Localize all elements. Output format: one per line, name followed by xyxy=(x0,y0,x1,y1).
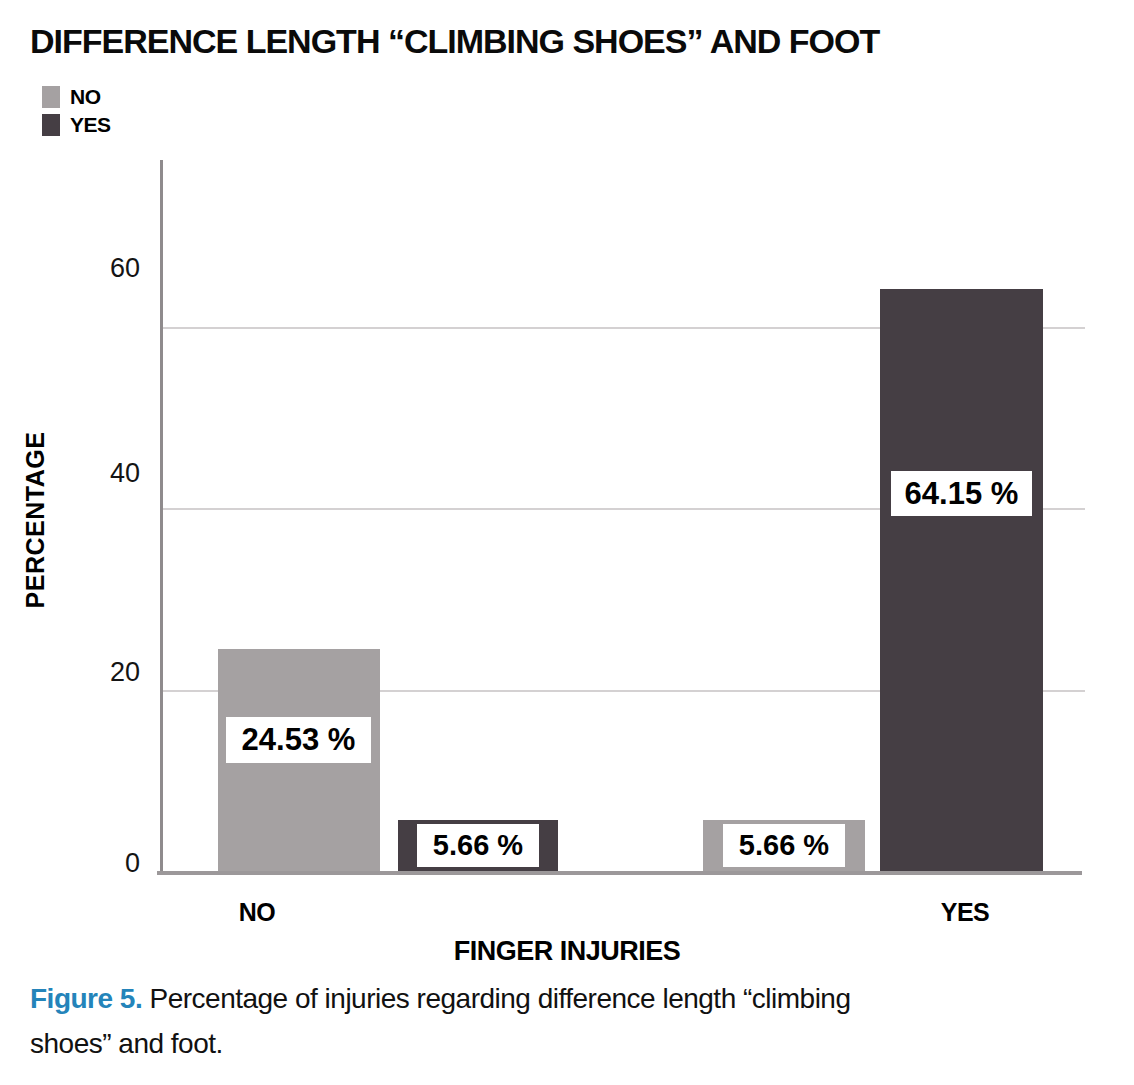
bar-no-group-yes-series: 5.66 % xyxy=(398,820,558,871)
y-tick-60: 60 xyxy=(70,251,140,285)
figure-caption: Figure 5. Percentage of injuries regardi… xyxy=(30,976,1110,1066)
legend-item-yes: YES xyxy=(42,114,111,136)
bar-yes-group-no-series: 5.66 % xyxy=(703,820,865,871)
y-tick-0: 0 xyxy=(70,846,140,880)
bar-yes-group-yes-series: 64.15 % xyxy=(880,289,1043,871)
legend-swatch-yes xyxy=(42,114,60,136)
caption-text-line1: Percentage of injuries regarding differe… xyxy=(142,983,850,1014)
y-tick-40: 40 xyxy=(70,456,140,490)
bar-no-group-no-series: 24.53 % xyxy=(218,649,380,871)
bar-value-label: 24.53 % xyxy=(226,717,371,763)
caption-text-line2: shoes” and foot. xyxy=(30,1028,223,1059)
x-axis-line xyxy=(157,871,1082,875)
bar-value-label: 5.66 % xyxy=(723,824,845,867)
legend-label-no: NO xyxy=(70,85,101,109)
legend-label-yes: YES xyxy=(70,113,111,137)
y-axis-title: PERCENTAGE xyxy=(21,370,53,670)
figure-5-bar-chart: DIFFERENCE LENGTH “CLIMBING SHOES” AND F… xyxy=(0,0,1134,1085)
chart-title: DIFFERENCE LENGTH “CLIMBING SHOES” AND F… xyxy=(30,22,1110,61)
legend: NO YES xyxy=(42,86,111,142)
x-tick-no: NO xyxy=(187,896,327,928)
legend-swatch-no xyxy=(42,86,60,108)
bar-value-label: 64.15 % xyxy=(891,471,1032,516)
legend-item-no: NO xyxy=(42,86,111,108)
x-axis-title: FINGER INJURIES xyxy=(317,934,817,968)
bar-value-label: 5.66 % xyxy=(417,824,539,867)
plot-area: 24.53 % 5.66 % 5.66 % 64.15 % xyxy=(160,160,1085,871)
caption-figure-label: Figure 5. xyxy=(30,983,142,1014)
x-tick-yes: YES xyxy=(895,896,1035,928)
y-tick-20: 20 xyxy=(70,655,140,689)
